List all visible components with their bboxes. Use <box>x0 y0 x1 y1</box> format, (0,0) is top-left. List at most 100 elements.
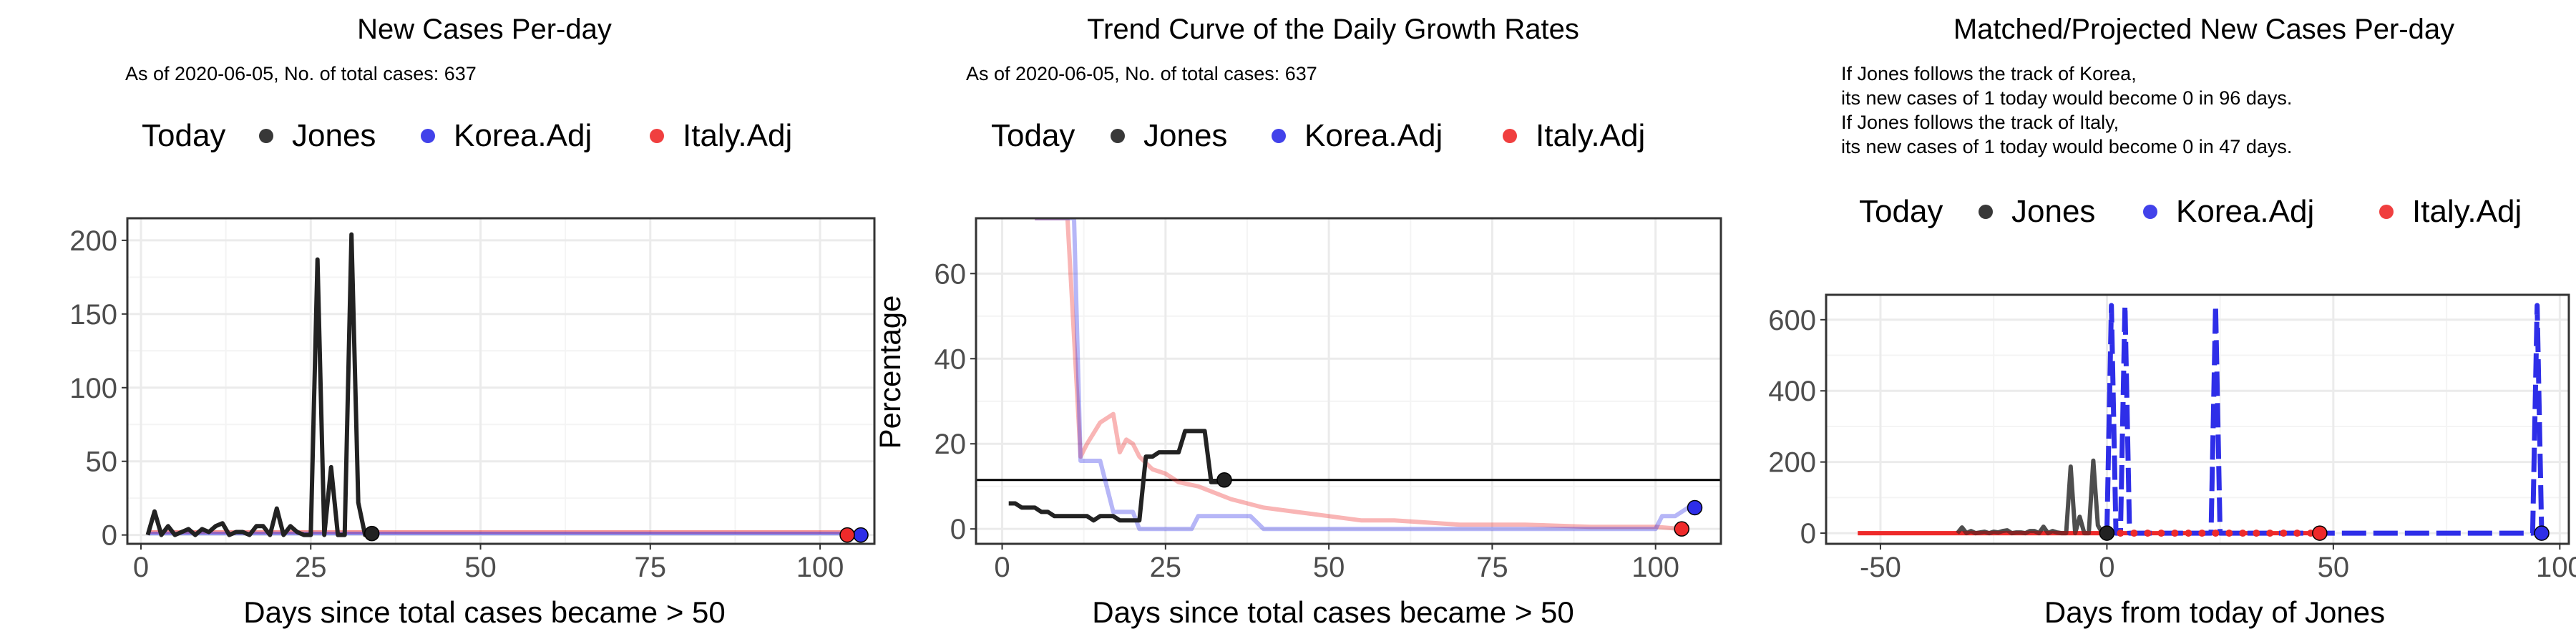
chart3-legend-title: Today <box>1859 194 1943 229</box>
chart3-italy-point <box>2171 530 2179 537</box>
chart2-series-lines <box>1008 218 1689 532</box>
chart3-italy-point <box>2130 530 2138 537</box>
chart3-italy-point <box>2198 530 2206 537</box>
chart3-legend-label: Korea.Adj <box>2176 194 2314 229</box>
chart3-italy-point <box>2117 530 2124 537</box>
chart3-today-point-jones <box>2099 525 2115 541</box>
chart1-line-jones <box>145 232 373 537</box>
chart1-title: New Cases Per-day <box>357 14 612 45</box>
chart1-today-point-korea-adj <box>853 527 869 543</box>
chart2-legend-label: Korea.Adj <box>1304 118 1443 153</box>
chart3-subtitle-line-3: If Jones follows the track of Italy, <box>1841 112 2119 133</box>
chart3-y-tick-label: 600 <box>1768 305 1816 336</box>
chart3-subtitle-line-1: If Jones follows the track of Korea, <box>1841 63 2137 84</box>
chart1-y-tick-label: 100 <box>69 373 117 404</box>
chart2-legend-key <box>1503 129 1517 143</box>
chart3-panel: -50 0 50 100 0 200 400 600 Today Jones Korea.Adj It… <box>1768 194 2576 583</box>
chart2-x-tick-label: 50 <box>1313 552 1345 583</box>
chart3-legend-key <box>2143 205 2157 219</box>
chart3-legend-label: Italy.Adj <box>2412 194 2522 229</box>
chart2-y-tick-label: 40 <box>935 343 967 375</box>
chart2-x-tick-label: 0 <box>994 552 1010 583</box>
chart3-legend-label: Jones <box>2011 194 2095 229</box>
chart1-y-tick-label: 200 <box>69 225 117 257</box>
chart1-subtitle: As of 2020-06-05, No. of total cases: 63… <box>125 63 477 84</box>
chart1-legend-key <box>650 129 664 143</box>
chart2-x-axis-label: Days since total cases became > 50 <box>1092 595 1574 629</box>
chart1-x-tick-label: 100 <box>796 552 844 583</box>
chart2-legend-key <box>1111 129 1125 143</box>
chart1-legend-label: Italy.Adj <box>683 118 792 153</box>
chart3-today-point-italy-adj <box>2312 525 2328 541</box>
chart3-panel-border <box>1825 293 2570 545</box>
chart2-legend: Today Jones Korea.Adj Italy.Adj <box>991 118 1645 153</box>
chart2-legend-key <box>1272 129 1286 143</box>
chart2-line-jones <box>1008 429 1225 523</box>
chart2-legend-title: Today <box>991 118 1075 153</box>
chart3-y-tick-label: 200 <box>1768 447 1816 479</box>
chart2-y-tick-label: 60 <box>935 258 967 290</box>
chart3-legend: Today Jones Korea.Adj Italy.Adj <box>1859 194 2522 229</box>
chart3-series-lines <box>1858 303 2545 537</box>
chart3-italy-point <box>2239 530 2247 537</box>
chart3-y-tick-label: 400 <box>1768 376 1816 407</box>
chart2-x-tick-label: 100 <box>1631 552 1679 583</box>
chart2-today-point-korea-adj <box>1687 499 1703 516</box>
chart3-line-korea-adj <box>2104 303 2545 536</box>
chart1-x-axis-label: Days since total cases became > 50 <box>243 595 726 629</box>
chart3-italy-point <box>2212 530 2220 537</box>
chart1-legend-key <box>259 129 273 143</box>
chart3-italy-point <box>2157 530 2165 537</box>
chart3-x-tick-label: 0 <box>2099 552 2114 583</box>
chart3-legend-key <box>1979 205 1993 219</box>
chart2-legend-label: Italy.Adj <box>1536 118 1645 153</box>
chart2-line-korea-adj <box>1035 218 1689 532</box>
chart1-today-point-italy-adj <box>839 527 855 543</box>
chart3-italy-point <box>2144 530 2152 537</box>
chart2-panel: 0 25 50 75 100 0 20 40 60 Today Jones Korea.Adj Ital… <box>935 118 1722 583</box>
chart3-y-tick-label: 0 <box>1800 518 1816 550</box>
chart3-title: Matched/Projected New Cases Per-day <box>1953 14 2454 45</box>
chart2-panel-border <box>975 217 1722 545</box>
chart1-legend-key <box>421 129 435 143</box>
chart2-x-tick-label: 25 <box>1150 552 1182 583</box>
chart2-legend-label: Jones <box>1143 118 1227 153</box>
chart2-y-tick-label: 20 <box>935 429 967 460</box>
chart2-line-italy-adj <box>1035 218 1682 532</box>
chart3-subtitle-line-2: its new cases of 1 today would become 0 … <box>1841 87 2292 109</box>
chart3-subtitle-line-4: its new cases of 1 today would become 0 … <box>1841 136 2292 157</box>
chart1-panel: 0 25 50 75 100 0 50 100 150 200 Today Jones Korea.Ad… <box>69 118 876 583</box>
chart1-series-lines <box>145 232 854 537</box>
chart3-x-axis-label: Days from today of Jones <box>2044 595 2385 629</box>
chart2-title: Trend Curve of the Daily Growth Rates <box>1087 14 1579 45</box>
chart1-x-tick-label: 0 <box>133 552 149 583</box>
chart1-y-tick-label: 50 <box>86 447 118 478</box>
chart3-italy-point <box>2225 530 2233 537</box>
chart1-y-tick-label: 0 <box>102 520 117 552</box>
chart1-legend: Today Jones Korea.Adj Italy.Adj <box>142 118 792 153</box>
chart1-legend-title: Today <box>142 118 225 153</box>
chart3-x-tick-label: -50 <box>1860 552 1901 583</box>
chart3-italy-point <box>2293 530 2301 537</box>
chart1-today-point-jones <box>364 525 380 542</box>
chart2-today-point-jones <box>1216 472 1232 488</box>
chart1-legend-label: Jones <box>292 118 376 153</box>
chart1-x-tick-label: 50 <box>464 552 497 583</box>
chart2-y-tick-label: 0 <box>950 514 966 545</box>
chart2-subtitle: As of 2020-06-05, No. of total cases: 63… <box>966 63 1317 84</box>
chart3-italy-point <box>2280 530 2288 537</box>
chart1-panel-border <box>126 217 876 545</box>
chart3-italy-point <box>2185 530 2192 537</box>
chart3-italy-point <box>2253 530 2260 537</box>
chart3-italy-point <box>2266 530 2274 537</box>
chart1-x-tick-label: 75 <box>635 552 667 583</box>
chart1-legend-label: Korea.Adj <box>454 118 592 153</box>
chart3-x-tick-label: 100 <box>2536 552 2576 583</box>
chart3-x-tick-label: 50 <box>2318 552 2350 583</box>
chart2-y-axis-label: Percentage <box>873 296 907 449</box>
chart2-today-point-italy-adj <box>1674 521 1689 537</box>
chart1-x-tick-label: 25 <box>295 552 327 583</box>
chart3-legend-key <box>2379 205 2394 219</box>
